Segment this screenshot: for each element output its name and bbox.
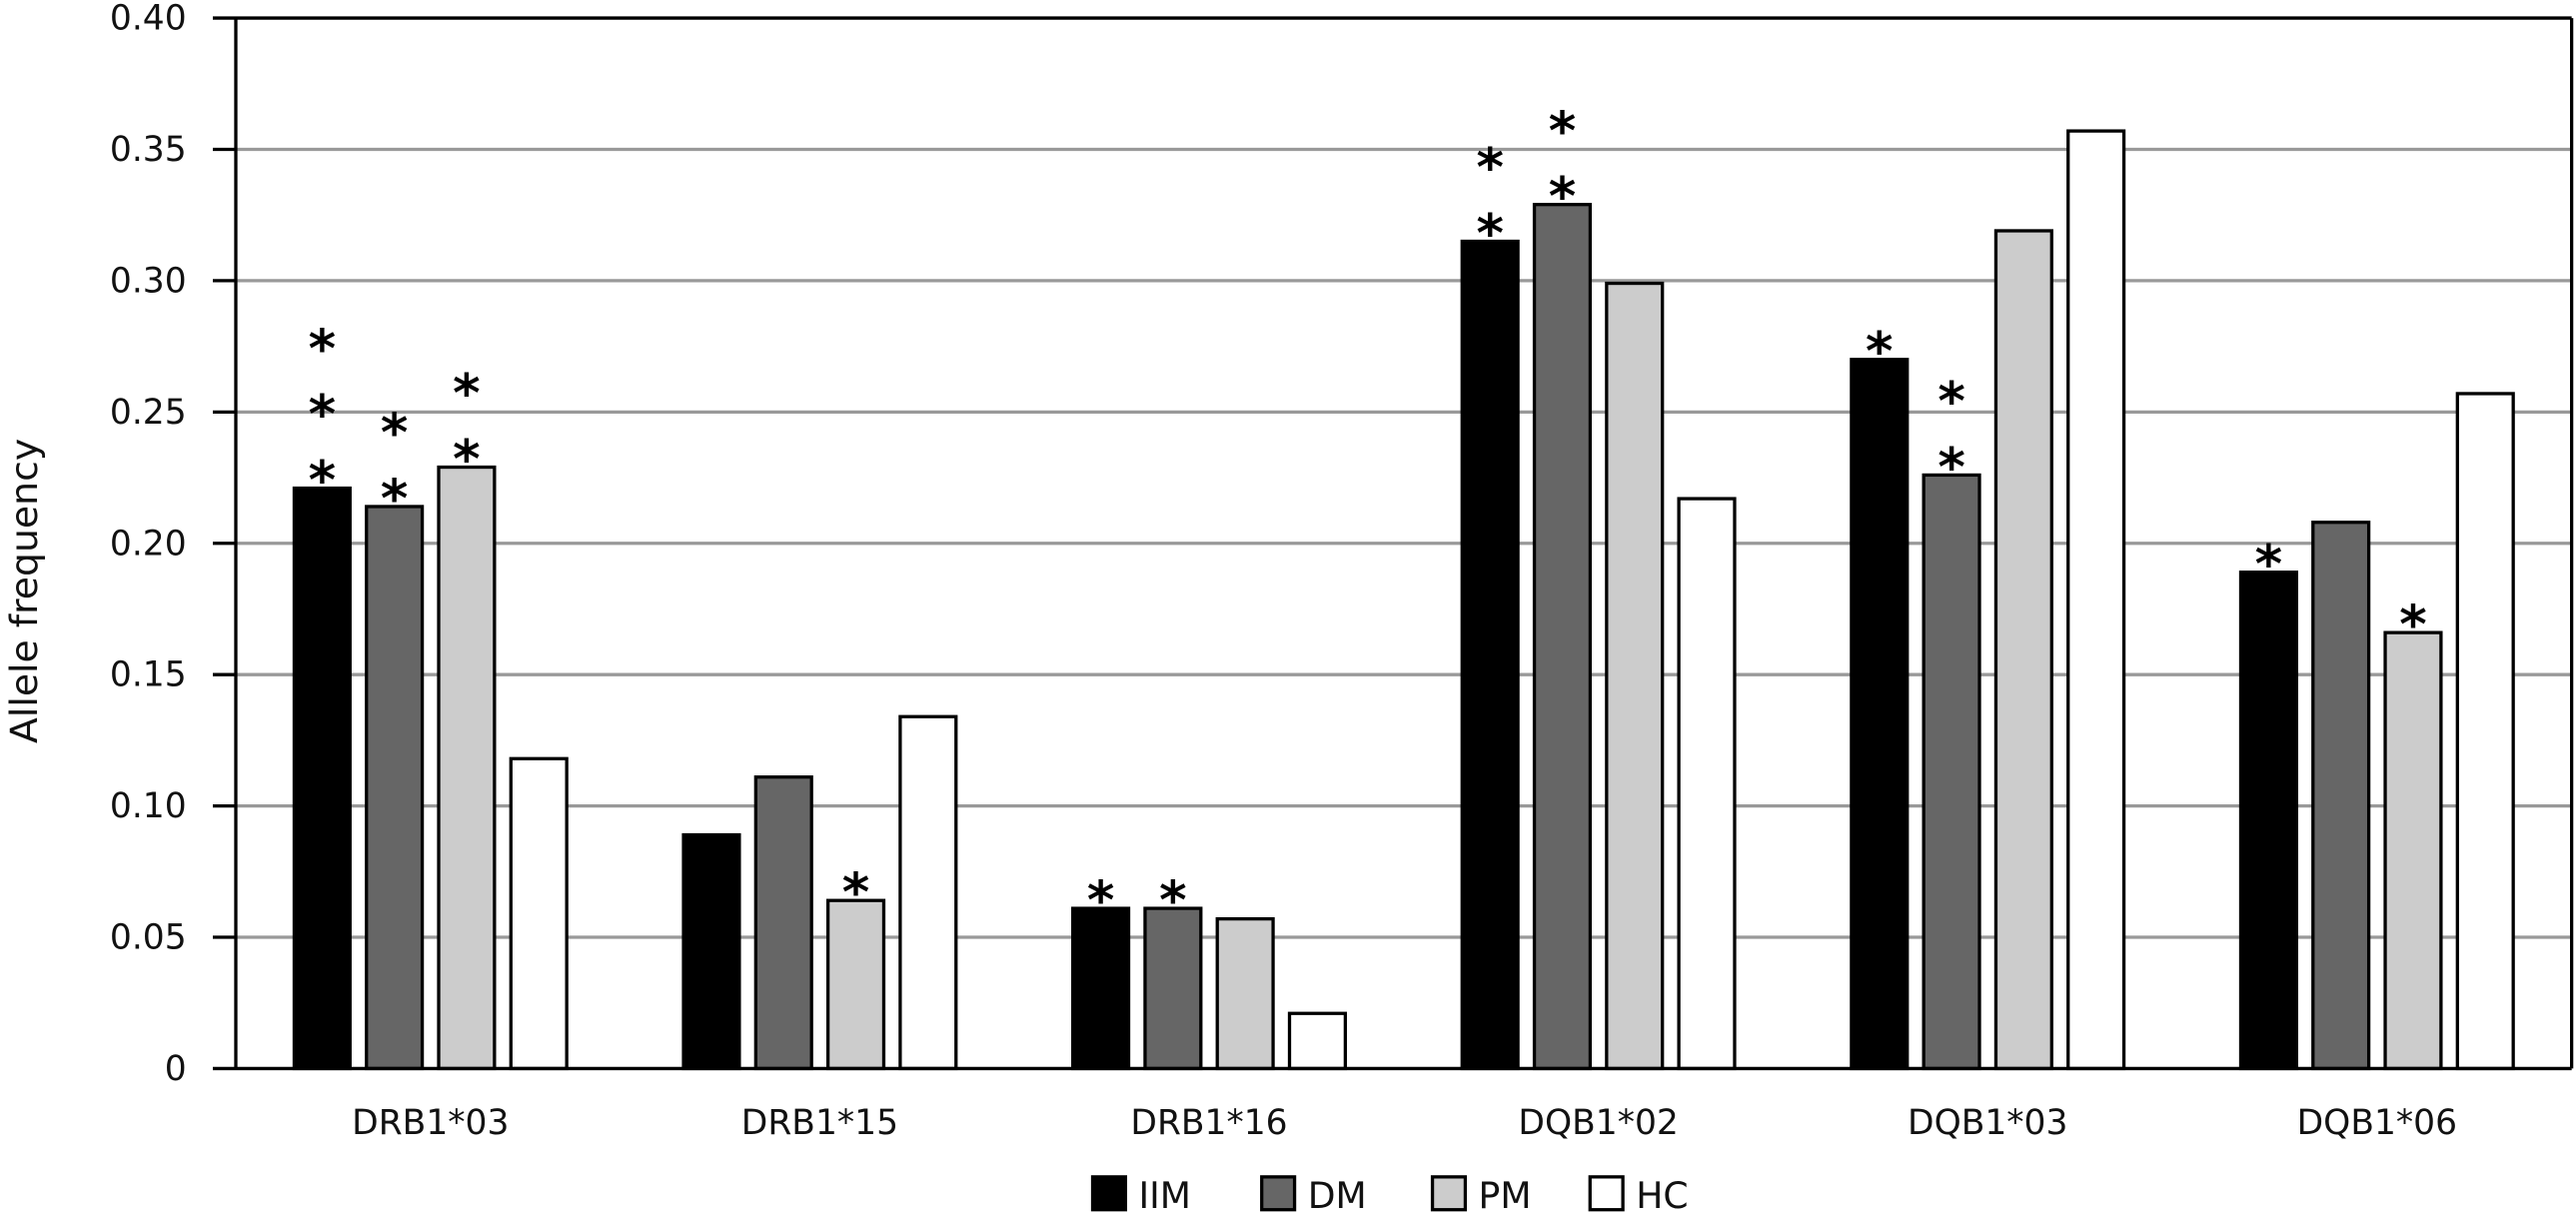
bar-iim	[1460, 239, 1520, 1071]
legend-label-iim: IIM	[1139, 1174, 1191, 1213]
legend: IIM DM PM HC	[1090, 1174, 1689, 1213]
legend-swatch-iim	[1090, 1175, 1128, 1212]
bar-pm	[2383, 630, 2443, 1071]
bar-hc	[1287, 1011, 1348, 1071]
x-category-label: DRB1*15	[741, 1103, 898, 1143]
bars	[292, 129, 2515, 1071]
y-tick-label: 0.25	[110, 393, 187, 433]
legend-label-hc: HC	[1636, 1174, 1688, 1213]
x-category-label: DQB1*02	[1518, 1103, 1678, 1143]
bar-pm	[1605, 281, 1665, 1071]
bar-pm	[1993, 229, 2053, 1071]
significance-asterisk: *	[1549, 101, 1576, 162]
gridlines	[235, 147, 2572, 939]
significance-asterisk: *	[1476, 203, 1503, 264]
bar-dm	[1922, 473, 1981, 1071]
bar-dm	[2311, 521, 2371, 1071]
bar-iim	[2238, 571, 2298, 1071]
x-category-label: DRB1*03	[352, 1103, 509, 1143]
x-category-label: DRB1*16	[1130, 1103, 1287, 1143]
legend-label-pm: PM	[1479, 1174, 1532, 1213]
bar-pm	[825, 898, 886, 1071]
y-tick-label: 0.10	[110, 786, 187, 826]
significance-asterisk: *	[1549, 167, 1576, 228]
x-category-label: DQB1*06	[2297, 1103, 2457, 1143]
bar-dm	[753, 775, 813, 1071]
bar-iim	[1850, 358, 1910, 1071]
bar-hc	[2066, 129, 2126, 1071]
bar-hc	[1677, 497, 1737, 1071]
significance-asterisk: *	[453, 364, 480, 425]
y-axis-label: Allele frequency	[2, 439, 46, 743]
significance-asterisk: *	[2399, 595, 2426, 655]
bar-iim	[681, 832, 741, 1071]
bar-dm	[1532, 203, 1593, 1071]
bar-dm	[365, 505, 425, 1071]
bar-iim	[292, 486, 352, 1071]
significance-markers: ***** *** * *** *******	[309, 101, 2427, 931]
y-tick-label: 0	[165, 1049, 187, 1089]
significance-asterisk: *	[1159, 870, 1186, 931]
y-tick-label: 0.30	[110, 261, 187, 301]
bar-hc	[898, 714, 958, 1071]
significance-asterisk: *	[309, 450, 336, 511]
y-axis-ticks: 0 0.05 0.10 0.15 0.20 0.25 0.30 0.35 0.40	[110, 0, 236, 1089]
bar-hc	[509, 756, 569, 1071]
bar-iim	[1071, 906, 1131, 1071]
y-tick-label: 0.05	[110, 918, 187, 958]
significance-asterisk: *	[453, 429, 480, 490]
legend-swatch-hc	[1588, 1175, 1625, 1212]
significance-asterisk: *	[1476, 138, 1503, 199]
y-tick-label: 0.35	[110, 130, 187, 170]
significance-asterisk: *	[381, 403, 408, 464]
x-category-label: DQB1*03	[1908, 1103, 2067, 1143]
significance-asterisk: *	[309, 385, 336, 446]
y-tick-label: 0.20	[110, 524, 187, 564]
significance-asterisk: *	[2255, 535, 2282, 596]
legend-swatch-dm	[1260, 1175, 1297, 1212]
axes	[234, 16, 2574, 1071]
significance-asterisk: *	[1937, 372, 1964, 433]
bar-hc	[2455, 392, 2515, 1071]
legend-swatch-pm	[1430, 1175, 1468, 1212]
significance-asterisk: *	[1866, 322, 1893, 383]
bar-pm	[1215, 916, 1275, 1071]
x-axis-labels: DRB1*03 DRB1*15 DRB1*16 DQB1*02 DQB1*03 DQB1*…	[352, 1103, 2457, 1143]
legend-label-dm: DM	[1308, 1174, 1367, 1213]
bar-dm	[1143, 906, 1203, 1071]
y-tick-label: 0.15	[110, 655, 187, 695]
bar-pm	[437, 465, 497, 1071]
y-tick-label: 0.40	[110, 0, 187, 39]
significance-asterisk: *	[1087, 870, 1114, 931]
significance-asterisk: *	[309, 319, 336, 380]
significance-asterisk: *	[381, 469, 408, 530]
significance-asterisk: *	[842, 862, 869, 923]
significance-asterisk: *	[1937, 437, 1964, 498]
